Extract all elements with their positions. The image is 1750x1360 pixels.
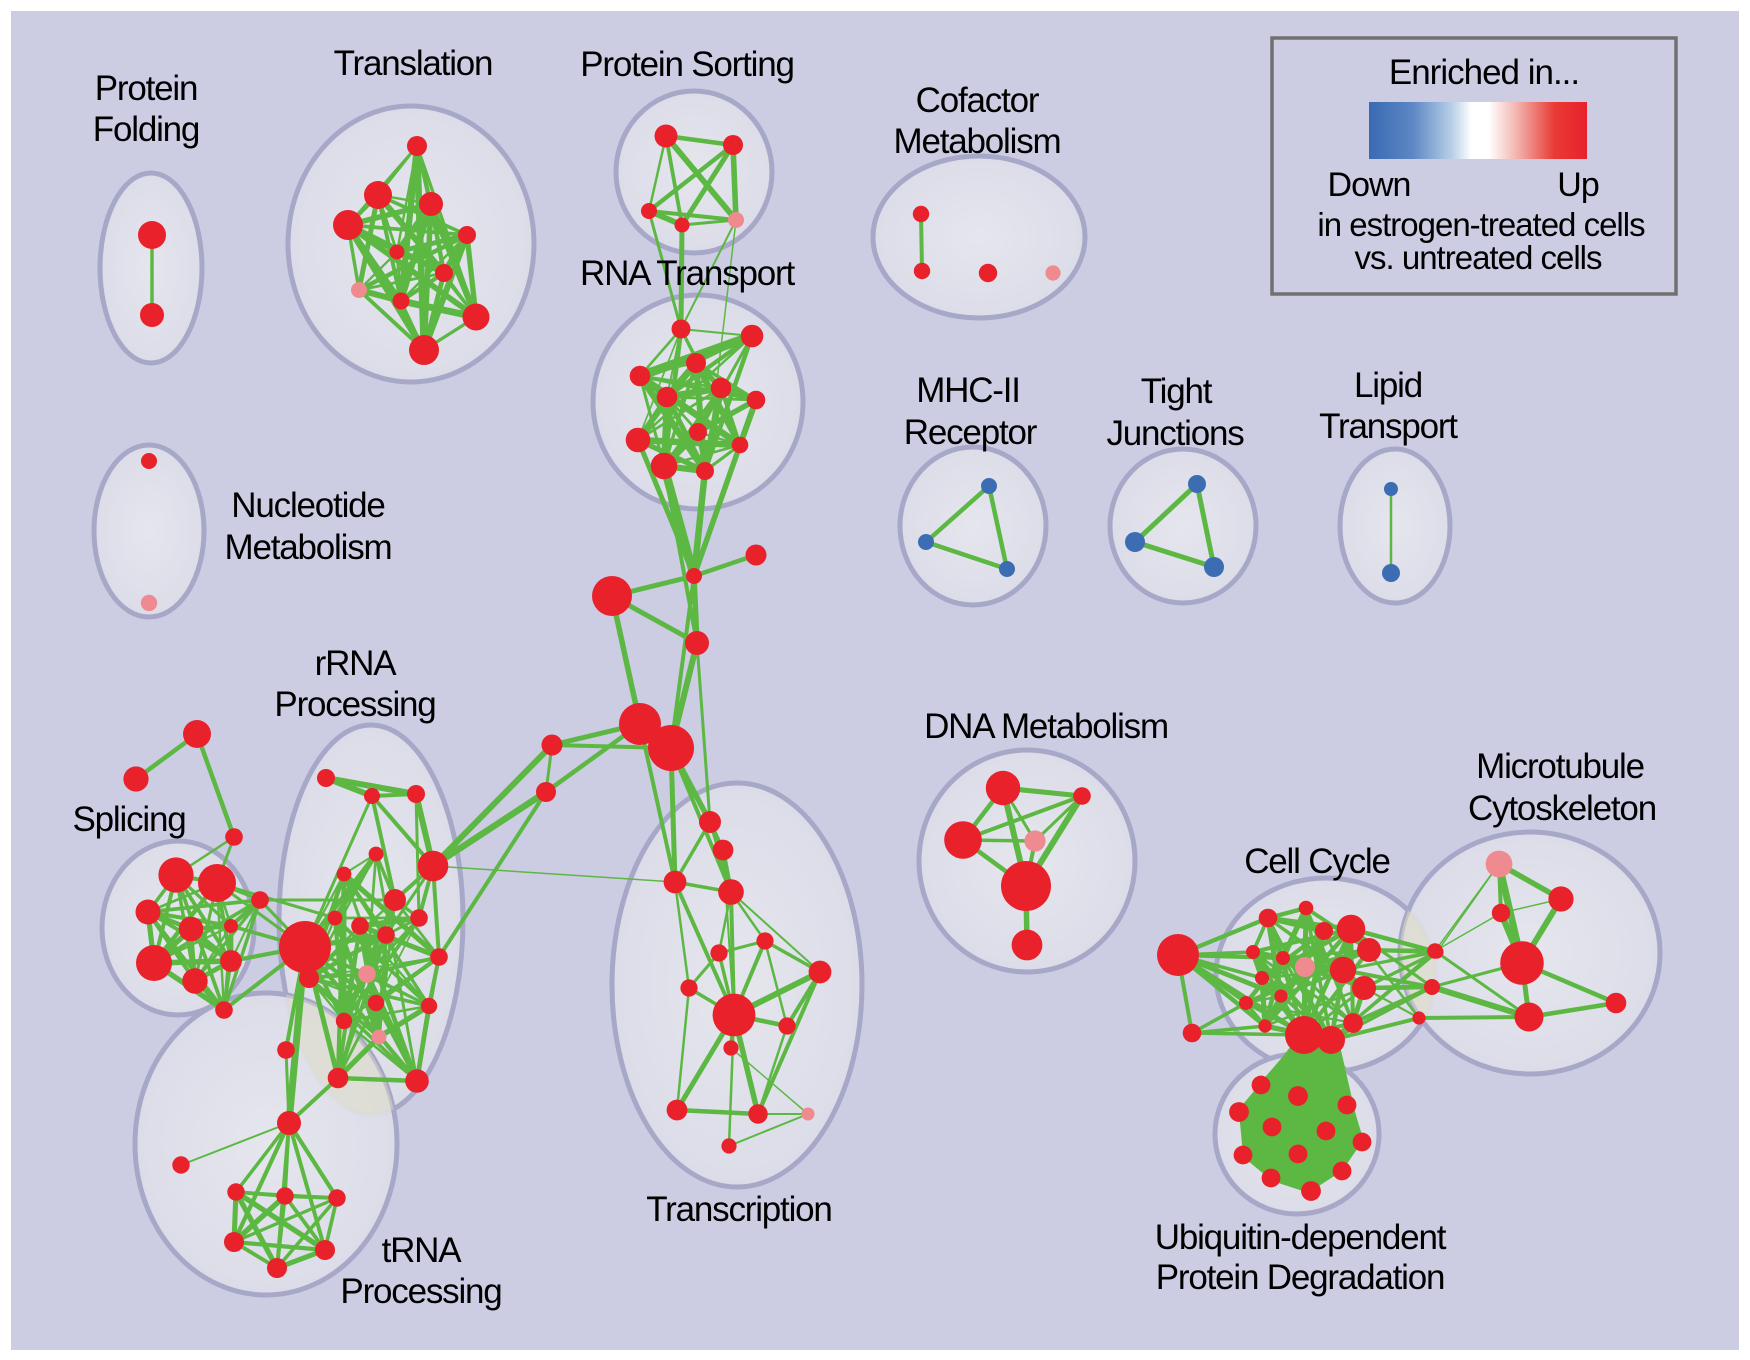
svg-text:MHC-II: MHC-II bbox=[916, 371, 1020, 410]
svg-text:Metabolism: Metabolism bbox=[225, 528, 392, 567]
svg-text:in estrogen-treated cells: in estrogen-treated cells bbox=[1317, 206, 1645, 243]
svg-text:Tight: Tight bbox=[1141, 372, 1213, 411]
svg-text:DNA Metabolism: DNA Metabolism bbox=[924, 707, 1168, 746]
svg-text:Transcription: Transcription bbox=[646, 1190, 831, 1229]
svg-text:Cell Cycle: Cell Cycle bbox=[1244, 842, 1390, 881]
svg-text:Lipid: Lipid bbox=[1354, 366, 1422, 405]
svg-text:Protein Sorting: Protein Sorting bbox=[580, 45, 794, 84]
svg-text:Microtubule: Microtubule bbox=[1476, 747, 1644, 786]
svg-text:Cytoskeleton: Cytoskeleton bbox=[1468, 789, 1656, 828]
svg-text:Processing: Processing bbox=[274, 685, 435, 724]
svg-text:rRNA: rRNA bbox=[315, 644, 398, 683]
svg-text:Receptor: Receptor bbox=[904, 413, 1038, 452]
svg-text:Cofactor: Cofactor bbox=[916, 81, 1040, 120]
svg-text:Down: Down bbox=[1328, 166, 1411, 204]
svg-text:tRNA: tRNA bbox=[382, 1231, 463, 1270]
svg-text:Protein: Protein bbox=[95, 69, 198, 108]
svg-text:RNA Transport: RNA Transport bbox=[580, 254, 795, 293]
svg-text:Enriched in...: Enriched in... bbox=[1389, 53, 1579, 92]
svg-text:Splicing: Splicing bbox=[73, 800, 186, 839]
svg-text:Transport: Transport bbox=[1319, 407, 1458, 446]
svg-text:Nucleotide: Nucleotide bbox=[231, 486, 384, 525]
svg-text:Up: Up bbox=[1557, 166, 1599, 204]
svg-text:Processing: Processing bbox=[340, 1272, 501, 1311]
svg-text:Metabolism: Metabolism bbox=[894, 122, 1061, 161]
svg-text:Folding: Folding bbox=[93, 110, 199, 149]
svg-text:Junctions: Junctions bbox=[1106, 414, 1244, 453]
svg-text:vs. untreated cells: vs. untreated cells bbox=[1355, 239, 1602, 276]
svg-text:Translation: Translation bbox=[334, 44, 493, 83]
svg-text:Protein Degradation: Protein Degradation bbox=[1156, 1258, 1445, 1297]
svg-text:Ubiquitin-dependent: Ubiquitin-dependent bbox=[1155, 1218, 1447, 1257]
